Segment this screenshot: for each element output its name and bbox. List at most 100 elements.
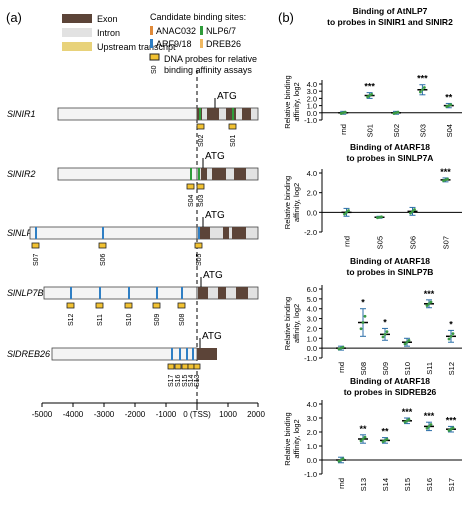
- significance-marker: *: [449, 319, 453, 329]
- exon: [242, 108, 251, 120]
- x-tick-label: S07: [442, 236, 451, 249]
- y-tick-label: 0.0: [307, 109, 317, 118]
- probe-label: S06: [100, 253, 107, 266]
- data-point: [409, 211, 412, 215]
- chart-subtitle: to probes in SlDREB26: [344, 387, 437, 397]
- significance-marker: **: [381, 427, 389, 437]
- probe-label: S09: [154, 313, 161, 326]
- data-point: [363, 314, 367, 318]
- gene-row: SlDREB26 ATG S17 S16 S15 S14 S13: [7, 331, 222, 387]
- axis-tick-label: -2000: [125, 410, 146, 419]
- exon: [236, 287, 248, 299]
- probe-box: [177, 302, 186, 309]
- probe-box: [66, 302, 75, 309]
- x-tick-label: S01: [366, 124, 375, 137]
- chart-title: Binding of AtARF18: [350, 142, 430, 152]
- probe-label: S12: [68, 313, 75, 326]
- significance-marker: ***: [424, 289, 435, 299]
- data-point: [427, 302, 431, 306]
- probe-box: [181, 363, 189, 370]
- y-tick-label: -1.0: [304, 470, 317, 479]
- arf-site: [181, 287, 183, 299]
- probe-label: S11: [97, 314, 104, 326]
- significance-marker: ***: [417, 74, 428, 84]
- gene-name: SlNIR1: [7, 109, 36, 119]
- upstream-region: [43, 286, 198, 300]
- legend-arf-swatch: [150, 39, 153, 48]
- gene-row: SlNIR2 ATG S04 S03: [7, 151, 259, 207]
- axis-tick-label: -5000: [32, 410, 53, 419]
- arf-site: [99, 287, 101, 299]
- significance-marker: ***: [364, 82, 375, 92]
- data-point: [343, 212, 346, 216]
- x-tick-label: S10: [403, 362, 412, 375]
- x-tick-label: S12: [447, 362, 456, 375]
- data-point: [347, 209, 350, 212]
- significance-marker: ***: [446, 415, 457, 425]
- y-axis-label: affinity, log2: [292, 183, 301, 222]
- nlp-site: [199, 108, 201, 120]
- y-tick-label: 0.0: [307, 344, 317, 353]
- y-tick-label: -2.0: [304, 228, 317, 237]
- y-tick-label: 3.0: [307, 414, 317, 423]
- exon: [198, 287, 208, 299]
- y-tick-label: 3.0: [307, 315, 317, 324]
- data-point: [421, 88, 424, 92]
- gene-row: SlNLP7B ATG S12 S11 S10 S09 S08: [7, 270, 259, 326]
- data-point: [345, 210, 348, 214]
- y-tick-label: 4.0: [307, 169, 317, 178]
- x-tick-label: S09: [381, 362, 390, 375]
- data-point: [361, 321, 365, 324]
- data-point: [405, 340, 409, 344]
- y-tick-label: 3.0: [307, 87, 317, 96]
- exon: [212, 168, 226, 180]
- legend-upstream-swatch: [62, 42, 92, 51]
- legend-intron-swatch: [62, 28, 92, 37]
- y-tick-label: 2.0: [307, 189, 317, 198]
- x-tick-label: S11: [425, 362, 434, 375]
- axis-tick-label: 0 (TSS): [183, 410, 211, 419]
- legend: Exon Intron Upstream transcript Candidat…: [62, 12, 257, 75]
- probe-box: [196, 183, 205, 190]
- exon: [200, 227, 210, 239]
- legend-probe-swatch: [149, 53, 160, 61]
- data-point: [446, 177, 449, 181]
- atg-label: ATG: [205, 151, 225, 162]
- data-point: [447, 337, 451, 341]
- y-axis-label: Relative binding: [283, 412, 292, 465]
- x-tick-label: S15: [403, 478, 412, 491]
- gene-row: SlNIR1 ATG S02 S01: [7, 91, 259, 147]
- gene-name: SlNLP7B: [7, 288, 44, 298]
- probe-label: S04: [188, 194, 195, 207]
- upstream-region: [57, 107, 198, 121]
- probe-label: S10: [126, 313, 133, 326]
- axis-tick-label: -4000: [63, 410, 84, 419]
- data-point: [396, 110, 400, 114]
- data-point: [385, 330, 389, 334]
- data-point: [447, 429, 451, 432]
- y-axis-label: affinity, log2: [292, 82, 301, 121]
- arf-site: [192, 348, 194, 360]
- y-axis-label: affinity, log2: [292, 304, 301, 343]
- y-tick-label: 1.0: [307, 334, 317, 343]
- significance-marker: *: [383, 317, 387, 327]
- panel-b-label: (b): [278, 10, 294, 25]
- arf-site: [102, 227, 104, 239]
- data-point: [429, 300, 433, 304]
- probe-label: S03: [198, 194, 205, 207]
- arf-site: [156, 287, 158, 299]
- data-point: [343, 110, 347, 114]
- data-point: [449, 427, 453, 431]
- upstream-region: [29, 226, 198, 240]
- significance-marker: *: [361, 298, 365, 308]
- y-tick-label: 0.0: [307, 208, 317, 217]
- data-point: [419, 90, 422, 94]
- data-point: [361, 437, 365, 441]
- x-tick-label: S08: [359, 362, 368, 375]
- legend-dreb-swatch: [200, 39, 203, 48]
- x-tick-label: S05: [376, 236, 385, 249]
- data-point: [407, 418, 411, 421]
- chart-title: Binding of AtARF18: [350, 256, 430, 266]
- axis-tick-label: -3000: [94, 410, 115, 419]
